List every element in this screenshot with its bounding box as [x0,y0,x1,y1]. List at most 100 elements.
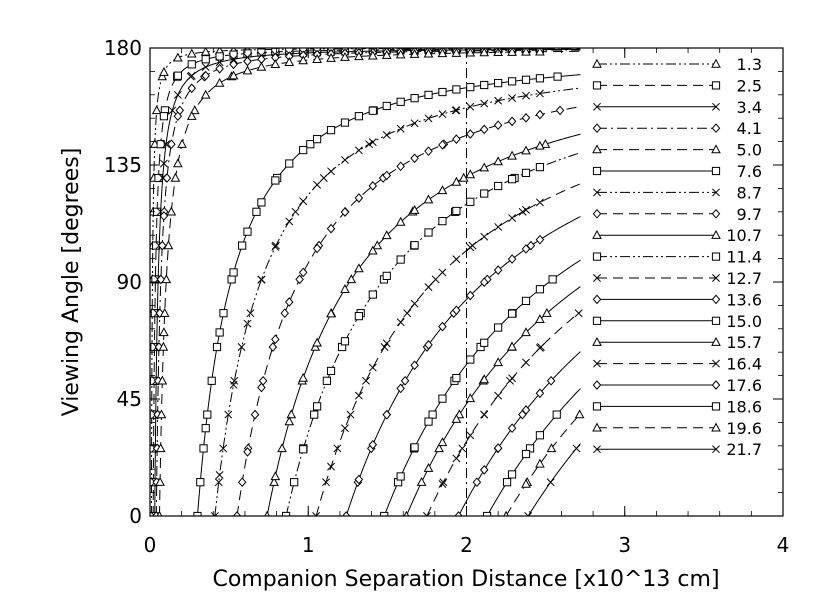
legend-entry-2.5: 2.5 [592,76,762,95]
data-point [546,443,557,453]
data-point [186,110,197,120]
data-point [480,338,489,347]
data-point [494,222,503,231]
data-point [437,48,448,58]
data-point [243,319,252,328]
data-point [229,268,238,277]
data-point [243,447,252,457]
data-point [521,75,531,84]
data-point [410,241,419,250]
data-point [313,180,322,189]
legend-marker-start [593,359,601,368]
data-point [319,174,328,182]
legend-marker-start [592,336,602,346]
data-point [553,72,562,81]
data-point [232,511,242,516]
data-point [313,402,322,411]
data-point [396,161,405,172]
data-point [199,444,208,453]
series-11.4 [281,152,581,516]
series-15.7 [403,286,581,516]
legend-label: 17.6 [726,376,762,395]
legend-marker-start [592,402,602,411]
data-point [380,511,389,516]
data-point [479,374,490,384]
legend-entry-8.7: 8.7 [593,183,762,202]
data-point [493,357,503,367]
data-point [170,172,181,182]
legend-label: 18.6 [726,397,762,416]
legend-marker-end [712,445,720,454]
data-point [340,207,350,217]
data-point [212,342,222,352]
legend-marker-start [592,380,602,390]
data-point [312,337,322,347]
data-point [458,444,467,453]
series-12.7 [312,183,581,516]
data-point [186,48,197,58]
data-point [472,477,482,488]
data-point [507,48,517,56]
data-point [535,109,545,120]
data-point [493,265,503,275]
data-point [173,111,183,122]
series-2.5 [150,48,581,516]
data-point [159,327,169,337]
data-point [410,94,419,103]
data-point [458,172,469,182]
data-point [424,283,433,292]
data-point [158,240,167,251]
data-point [299,145,308,155]
data-point [438,87,447,97]
legend-marker-end [712,188,720,197]
data-point [382,131,391,139]
data-point [354,193,364,203]
legend-label: 4.1 [737,119,762,138]
data-point [271,334,280,345]
data-point [410,153,419,164]
x-tick-label: 0 [144,533,157,557]
legend-marker-end [711,294,721,305]
data-point [494,96,503,105]
data-point [327,462,335,471]
legend: 1.3 2.5 3.4 4.1 5.0 7.6 8.7 9.7 10.7 11.4 12.7 13.6… [588,50,780,466]
data-point [326,52,336,62]
data-point [187,71,196,80]
data-point [333,444,342,453]
x-tick-label: 2 [460,533,473,557]
data-point [409,204,420,214]
legend-entry-16.4: 16.4 [593,355,762,374]
data-point [201,63,210,72]
data-point [465,48,476,57]
data-point [354,474,364,485]
data-point [507,116,517,127]
data-point [452,454,461,463]
data-point [535,74,545,83]
data-point [480,410,489,419]
series-line-11.4 [285,152,581,516]
data-point [341,424,349,433]
data-point [156,274,166,285]
legend-label: 7.6 [737,162,762,181]
data-point [271,176,280,185]
data-point [424,417,433,426]
data-point [454,511,463,516]
legend-marker-end [712,274,720,282]
data-point [326,308,336,318]
data-point [299,197,308,206]
legend-entry-15.7: 15.7 [592,333,762,352]
data-point [310,410,319,419]
legend-entry-15.0: 15.0 [592,312,762,331]
data-point [200,89,211,99]
data-point [395,49,406,59]
series-line-15.0 [383,259,581,516]
data-point [173,158,183,168]
data-point [438,394,447,403]
legend-entry-18.6: 18.6 [592,397,762,416]
data-point [395,216,406,226]
legend-entry-1.3: 1.3 [592,55,762,74]
data-point [362,376,370,385]
data-point [326,366,336,376]
data-point [327,167,335,176]
data-point [482,511,492,516]
